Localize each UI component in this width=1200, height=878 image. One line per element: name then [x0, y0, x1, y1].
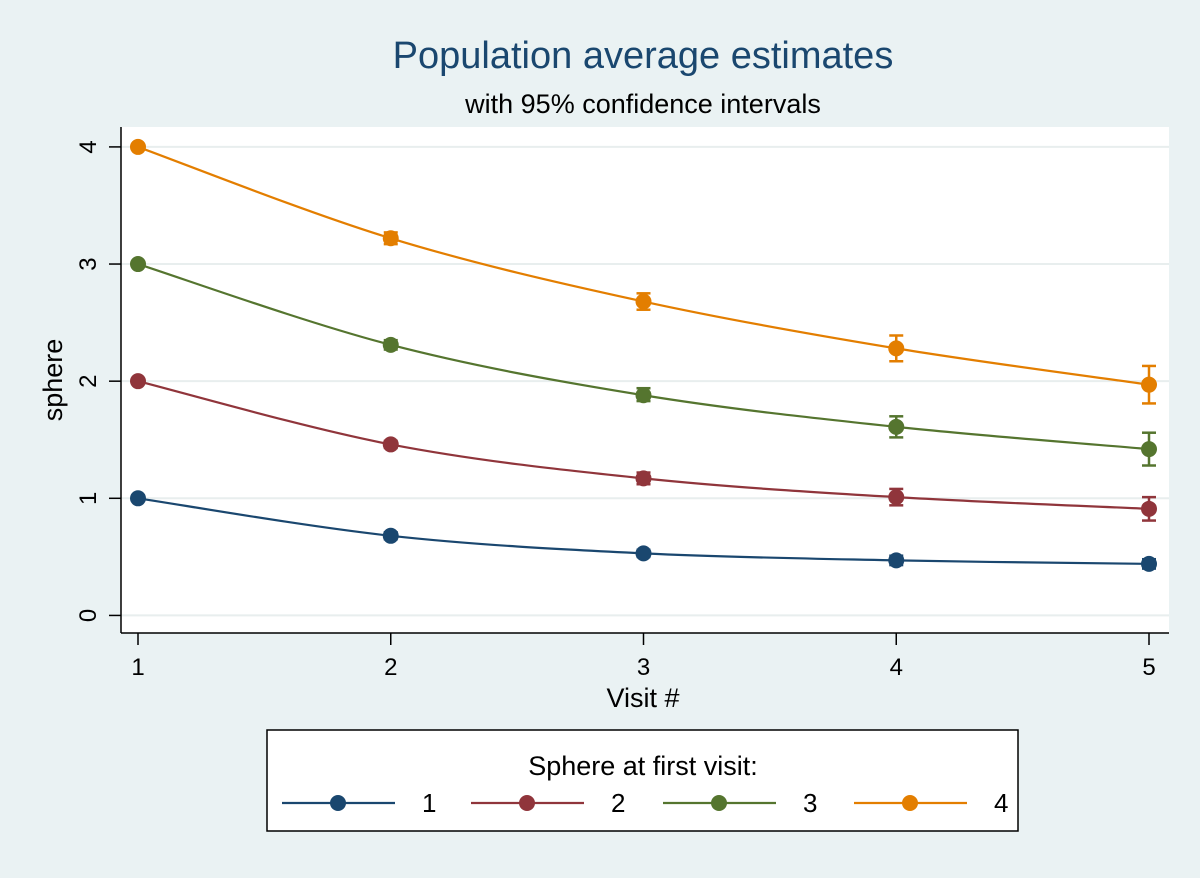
legend-items: 1 2 3 4: [282, 788, 1008, 818]
legend-marker: [330, 795, 346, 811]
data-point: [382, 230, 399, 247]
data-point: [888, 552, 905, 569]
data-point: [382, 527, 399, 544]
data-point: [635, 470, 652, 487]
series-1: [130, 490, 1157, 572]
y-axis-label: sphere: [38, 339, 68, 422]
data-point: [635, 545, 652, 562]
x-tick-label: 4: [890, 654, 903, 681]
x-tick-label: 3: [637, 654, 650, 681]
data-point: [382, 436, 399, 453]
legend-item-4: 4: [854, 788, 1008, 818]
data-point: [130, 490, 146, 507]
legend-label: 1: [422, 788, 436, 818]
series-3: [130, 256, 1157, 467]
data-point: [382, 336, 399, 353]
y-tick-label: 3: [75, 257, 102, 270]
y-tick-label: 2: [75, 374, 102, 387]
legend-title: Sphere at first visit:: [528, 751, 758, 781]
legend-label: 3: [803, 788, 817, 818]
data-point: [130, 256, 146, 273]
x-axis-ticks: 1 2 3 4 5: [131, 633, 1156, 681]
y-tick-label: 0: [75, 609, 102, 622]
data-point: [130, 138, 146, 155]
data-point: [888, 418, 905, 435]
gridlines: [121, 145, 1169, 617]
x-tick-label: 5: [1142, 654, 1155, 681]
data-point: [888, 489, 905, 506]
series-layer: [130, 138, 1157, 572]
chart-title: Population average estimates: [393, 35, 894, 77]
series-2: [130, 373, 1157, 522]
legend-item-1: 1: [282, 788, 436, 818]
legend: Sphere at first visit: 1 2 3 4: [266, 729, 1019, 832]
legend-item-2: 2: [471, 788, 625, 818]
legend-label: 4: [994, 788, 1008, 818]
data-point: [635, 293, 652, 310]
y-axis-ticks: 0 1 2 3 4: [75, 140, 121, 622]
data-point: [1141, 376, 1157, 393]
data-point: [888, 340, 905, 357]
y-tick-label: 4: [75, 140, 102, 153]
data-point: [130, 373, 146, 390]
legend-marker: [711, 795, 727, 811]
chart-subtitle: with 95% confidence intervals: [464, 89, 821, 119]
data-point: [1141, 555, 1157, 572]
x-axis-label: Visit #: [606, 683, 679, 713]
data-point: [1141, 441, 1157, 458]
x-tick-label: 1: [131, 654, 144, 681]
legend-marker: [902, 795, 918, 811]
data-point: [635, 387, 652, 404]
legend-box: [266, 729, 1019, 832]
y-tick-label: 1: [75, 492, 102, 505]
series-4: [130, 138, 1157, 405]
legend-marker: [519, 795, 535, 811]
data-point: [1141, 500, 1157, 517]
legend-item-3: 3: [663, 788, 817, 818]
legend-label: 2: [611, 788, 625, 818]
x-tick-label: 2: [384, 654, 397, 681]
